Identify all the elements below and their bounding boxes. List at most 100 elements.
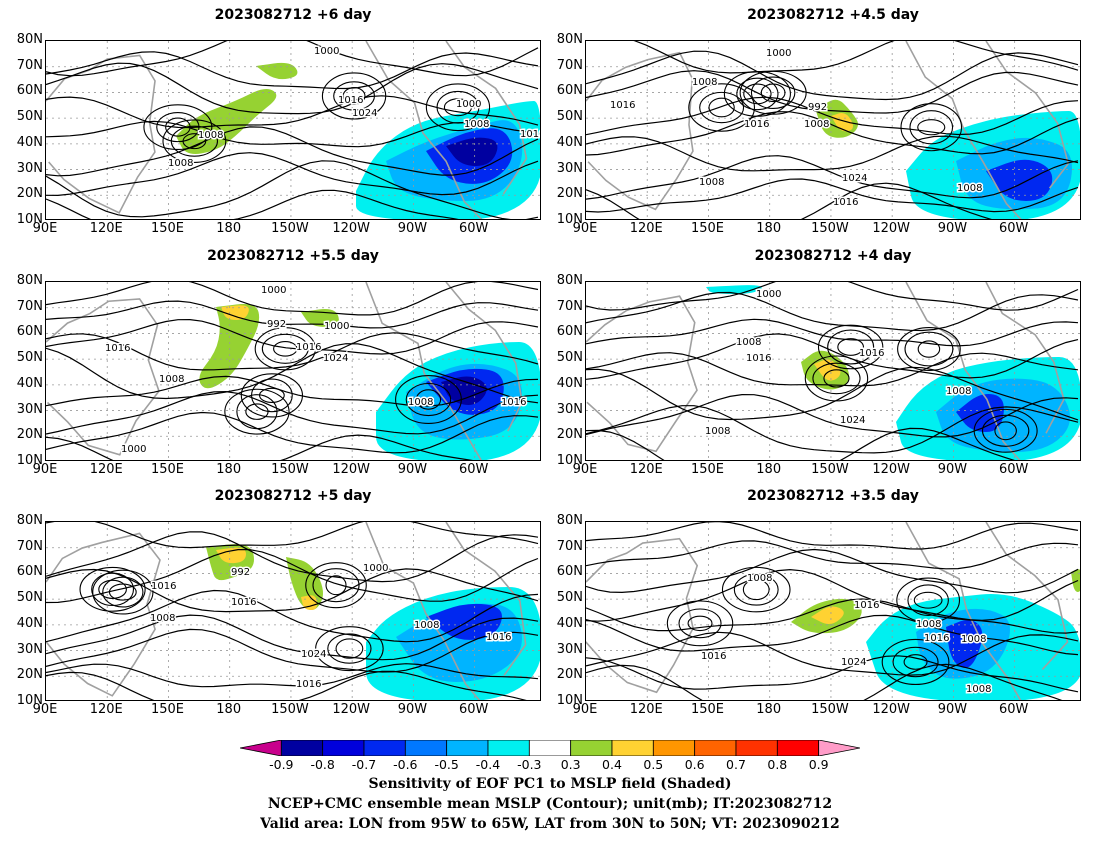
colorbar-segment [528, 739, 572, 757]
coastline [985, 522, 1069, 670]
contour-label: 1024 [841, 657, 866, 668]
colorbar-segment [735, 739, 778, 757]
lat-tick-label: 20N [16, 427, 43, 443]
mslp-contour [46, 411, 539, 454]
mslp-contour-closed [837, 338, 865, 356]
lat-tick-label: 80N [16, 513, 43, 528]
mslp-contour [586, 178, 1079, 213]
mslp-contour [46, 160, 539, 219]
colorbar-end-left [239, 739, 282, 757]
lon-tick-label: 120E [629, 702, 663, 717]
contour-label: 1008 [706, 699, 731, 701]
mslp-contour [586, 182, 992, 219]
mslp-contour [46, 670, 527, 700]
contour-label: 1008 [692, 77, 717, 88]
mslp-contour-closed [436, 90, 480, 124]
lon-tick-label: 60W [998, 702, 1029, 717]
contour-label: 1016 [746, 353, 771, 364]
map-svg: 1000 1016 1024 1008 1000 1008 1016 1008 [46, 41, 540, 219]
mslp-contour [46, 614, 539, 661]
mslp-contour [586, 96, 1079, 136]
contour-label: 992 [808, 102, 827, 113]
sensitivity-shade [301, 309, 339, 327]
coastline [985, 282, 1065, 434]
mslp-contour-closed [305, 562, 367, 609]
coastline [46, 298, 160, 456]
mslp-contour-closed [750, 76, 796, 110]
mslp-contour-closed [907, 584, 949, 617]
mslp-contour-closed [708, 97, 735, 118]
lat-tick-label: 60N [556, 83, 583, 99]
mslp-contour-closed [900, 103, 963, 152]
lon-tick-label: 90E [572, 702, 598, 717]
lat-tick-label: 30N [556, 160, 583, 176]
lon-tick-label: 120W [332, 702, 370, 717]
mslp-contour [46, 189, 459, 219]
mslp-contour [46, 300, 539, 329]
mslp-contour-closed [102, 576, 144, 608]
colorbar-segment [570, 739, 613, 757]
map-panel: 1000 1008 1016 992 1016 1008 1024 1008 1016 1008 [585, 40, 1081, 220]
mslp-contour [46, 95, 539, 129]
lat-tick-label: 30N [556, 641, 583, 657]
coastline [905, 41, 1022, 219]
lat-tick-label: 70N [16, 57, 43, 73]
mslp-contour-closed [273, 341, 298, 357]
colorbar-svg [239, 739, 861, 757]
lat-tick-label: 60N [556, 324, 583, 340]
mslp-contour-closed [162, 119, 227, 163]
lon-tick-label: 120W [872, 221, 910, 236]
lat-tick-label: 20N [16, 667, 43, 683]
colorbar-tick-label: -0.8 [310, 757, 335, 772]
mslp-contour [46, 390, 539, 435]
contour-label: 1008 [966, 684, 991, 695]
lat-tick-label: 70N [16, 298, 43, 314]
contour-label: 1024 [842, 173, 867, 184]
sensitivity-shade [831, 112, 853, 132]
mslp-contour-closed [98, 579, 127, 599]
contour-label: 1016 [610, 100, 635, 111]
lat-tick-label: 20N [556, 667, 583, 683]
coastline [586, 51, 694, 211]
lat-tick-label: 50N [16, 590, 43, 606]
mslp-contour-closed [143, 104, 213, 151]
mslp-contour-closed [165, 117, 191, 137]
sensitivity-shade [811, 606, 844, 624]
contour-label: 1016 [833, 197, 858, 208]
caption-line-2: NCEP+CMC ensemble mean MSLP (Contour); u… [267, 796, 833, 812]
lon-tick-label: 120W [332, 221, 370, 236]
sensitivity-shade [956, 394, 1004, 432]
panel-title: 2023082712 +5 day [214, 488, 372, 504]
lat-tick-label: 10N [556, 693, 583, 708]
contour-label: 1000 [314, 46, 339, 57]
contour-label: 1024 [323, 353, 348, 364]
caption-line-3: Valid area: LON from 95W to 65W, LAT fro… [260, 816, 840, 832]
lat-tick-label: 80N [556, 32, 583, 47]
lat-tick-label: 10N [16, 453, 43, 468]
contour-label: 1008 [961, 634, 986, 645]
colorbar-tick-label: -0.5 [434, 757, 459, 772]
lon-tick-label: 150W [811, 702, 849, 717]
mslp-contour [46, 522, 539, 549]
lon-tick-label: 150E [690, 702, 724, 717]
mslp-contour-closed [182, 133, 207, 150]
lat-tick-label: 40N [556, 375, 583, 391]
lon-tick-label: 150E [150, 702, 184, 717]
contour-label: 1016 [501, 397, 526, 408]
lat-tick-label: 40N [16, 615, 43, 631]
contour-label: 1024 [301, 649, 326, 660]
mslp-contour-closed [333, 81, 375, 111]
lon-tick-label: 90W [937, 702, 968, 717]
map-svg: 1000 1008 1016 1016 1008 1024 1008 [586, 282, 1080, 460]
map-panel: 1000 1016 1024 1008 1000 1008 1016 1008 [45, 40, 541, 220]
mslp-contour [586, 155, 1079, 200]
mslp-contour-closed [395, 375, 462, 425]
mslp-contour-closed [917, 119, 946, 136]
mslp-contour-closed [678, 608, 722, 639]
lat-tick-label: 40N [556, 134, 583, 150]
lat-tick-label: 80N [16, 32, 43, 47]
mslp-contour-closed [240, 373, 304, 418]
mslp-contour-closed [896, 577, 961, 623]
panel-title: 2023082712 +5.5 day [207, 248, 379, 264]
mslp-contour [46, 531, 539, 583]
